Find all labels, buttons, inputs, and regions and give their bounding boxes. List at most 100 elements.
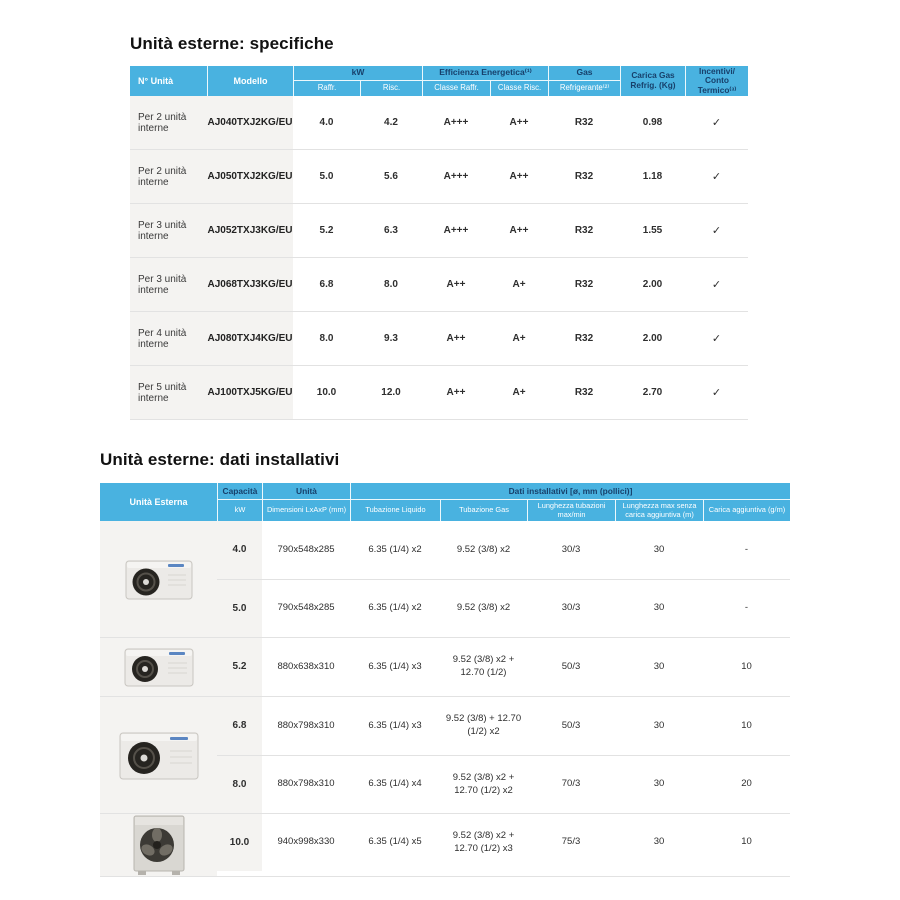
cell-carica-aggiuntiva: 20 bbox=[741, 778, 752, 790]
cell-carica-aggiuntiva: 10 bbox=[741, 719, 752, 731]
table-row: 5.2 880x638x310 6.35 (1/4) x3 9.52 (3/8)… bbox=[217, 638, 790, 696]
cell-classe-risc: A+ bbox=[512, 333, 526, 344]
cell-classe-risc: A++ bbox=[509, 225, 529, 236]
header-lunghezza-max: Lunghezza max senza carica aggiuntiva (m… bbox=[615, 500, 703, 521]
cell-raffr: 10.0 bbox=[316, 387, 337, 398]
header-modello: Modello bbox=[207, 66, 293, 96]
cell-n-unita: Per 2 unità interne bbox=[130, 150, 207, 203]
cell-raffr: 4.0 bbox=[319, 117, 334, 128]
cell-gas: R32 bbox=[574, 171, 594, 182]
cell-lunghezza-max: 30 bbox=[653, 602, 665, 614]
cell-lunghezza-tubazioni: 30/3 bbox=[561, 602, 581, 614]
outdoor-unit-photo bbox=[100, 814, 217, 876]
header-risc: Risc. bbox=[360, 81, 422, 96]
checkmark-icon: ✓ bbox=[711, 333, 722, 345]
table-row: Per 2 unità interne AJ040TXJ2KG/EU 4.0 4… bbox=[130, 96, 748, 150]
cell-lunghezza-tubazioni: 50/3 bbox=[561, 719, 581, 731]
cell-carica-aggiuntiva: - bbox=[744, 602, 749, 614]
cell-lunghezza-tubazioni: 50/3 bbox=[561, 660, 581, 672]
table-row: 4.0 790x548x285 6.35 (1/4) x2 9.52 (3/8)… bbox=[217, 521, 790, 579]
unit-group: 5.2 880x638x310 6.35 (1/4) x3 9.52 (3/8)… bbox=[100, 637, 790, 696]
header-raffr: Raffr. bbox=[293, 81, 360, 96]
cell-carica-aggiuntiva: - bbox=[744, 543, 749, 555]
header-dimensioni: Dimensioni LxAxP (mm) bbox=[262, 500, 350, 521]
cell-classe-raffr: A+++ bbox=[443, 171, 469, 182]
header-tubazione-liquido: Tubazione Liquido bbox=[350, 500, 440, 521]
table-dati-installativi: Unità Esterna Capacità kW Unità Dimensio… bbox=[100, 483, 790, 877]
checkmark-icon: ✓ bbox=[711, 387, 722, 399]
header-group-kw: kW bbox=[293, 66, 422, 81]
outdoor-unit-medium-image bbox=[119, 732, 198, 780]
header-carica-gas: Carica Gas Refrig. (Kg) bbox=[620, 66, 685, 96]
cell-tubazione-liquido: 6.35 (1/4) x3 bbox=[368, 719, 422, 731]
checkmark-icon: ✓ bbox=[711, 279, 722, 291]
outdoor-unit-small-image bbox=[125, 560, 192, 600]
cell-risc: 5.6 bbox=[384, 171, 398, 182]
header-refrigerante: Refrigerante⁽²⁾ bbox=[548, 81, 620, 96]
cell-classe-risc: A+ bbox=[512, 387, 526, 398]
cell-modello: AJ040TXJ2KG/EU bbox=[207, 96, 293, 149]
cell-lunghezza-tubazioni: 30/3 bbox=[561, 543, 581, 555]
outdoor-unit-small-image bbox=[124, 648, 193, 687]
table-row: 6.8 880x798x310 6.35 (1/4) x3 9.52 (3/8)… bbox=[217, 697, 790, 755]
header-kw: kW bbox=[217, 500, 262, 521]
cell-gas: R32 bbox=[574, 117, 594, 128]
unit-group: 10.0 940x998x330 6.35 (1/4) x5 9.52 (3/8… bbox=[100, 813, 790, 877]
table-row: Per 3 unità interne AJ068TXJ3KG/EU 6.8 8… bbox=[130, 258, 748, 312]
cell-lunghezza-max: 30 bbox=[653, 778, 665, 790]
table2-title: Unità esterne: dati installativi bbox=[100, 450, 340, 469]
cell-tubazione-liquido: 6.35 (1/4) x2 bbox=[368, 543, 422, 555]
cell-lunghezza-tubazioni: 70/3 bbox=[561, 778, 581, 790]
cell-risc: 9.3 bbox=[384, 333, 398, 344]
header-group-efficienza: Efficienza Energetica⁽¹⁾ bbox=[422, 66, 548, 81]
cell-classe-raffr: A+++ bbox=[443, 225, 469, 236]
cell-gas: R32 bbox=[574, 387, 594, 398]
cell-capacita: 8.0 bbox=[217, 756, 262, 813]
cell-classe-raffr: A++ bbox=[446, 333, 466, 344]
cell-risc: 12.0 bbox=[381, 387, 401, 398]
cell-risc: 4.2 bbox=[384, 117, 398, 128]
cell-n-unita: Per 4 unità interne bbox=[130, 312, 207, 365]
cell-gas: R32 bbox=[574, 279, 594, 290]
cell-gas: R32 bbox=[574, 333, 594, 344]
header-tubazione-gas: Tubazione Gas bbox=[440, 500, 527, 521]
cell-n-unita: Per 2 unità interne bbox=[130, 96, 207, 149]
table-row: Per 4 unità interne AJ080TXJ4KG/EU 8.0 9… bbox=[130, 312, 748, 366]
header-classe-risc: Classe Risc. bbox=[490, 81, 548, 96]
cell-dimensioni: 880x798x310 bbox=[277, 778, 335, 790]
outdoor-unit-photo bbox=[100, 638, 217, 696]
cell-modello: AJ052TXJ3KG/EU bbox=[207, 204, 293, 257]
header-group-dati-installativi: Dati installativi [ø, mm (pollici)] bbox=[350, 483, 790, 500]
table-row: 5.0 790x548x285 6.35 (1/4) x2 9.52 (3/8)… bbox=[217, 579, 790, 637]
cell-carica: 2.00 bbox=[642, 279, 663, 290]
cell-tubazione-gas: 9.52 (3/8) x2 bbox=[456, 543, 511, 555]
cell-lunghezza-max: 30 bbox=[653, 660, 665, 672]
cell-classe-risc: A++ bbox=[509, 171, 529, 182]
cell-n-unita: Per 5 unità interne bbox=[130, 366, 207, 419]
header-incentivi: Incentivi/ Conto Termico⁽³⁾ bbox=[685, 66, 748, 96]
cell-carica: 0.98 bbox=[642, 117, 663, 128]
cell-classe-raffr: A+++ bbox=[443, 117, 469, 128]
cell-capacita: 10.0 bbox=[217, 814, 262, 871]
cell-tubazione-liquido: 6.35 (1/4) x2 bbox=[368, 602, 422, 614]
cell-tubazione-gas: 9.52 (3/8) x2 bbox=[456, 602, 511, 614]
cell-tubazione-liquido: 6.35 (1/4) x4 bbox=[368, 778, 422, 790]
cell-tubazione-gas: 9.52 (3/8) x2 + 12.70 (1/2) x3 bbox=[452, 829, 515, 854]
cell-lunghezza-max: 30 bbox=[653, 719, 665, 731]
unit-group: 6.8 880x798x310 6.35 (1/4) x3 9.52 (3/8)… bbox=[100, 696, 790, 813]
cell-classe-raffr: A++ bbox=[446, 387, 466, 398]
unit-group: 4.0 790x548x285 6.35 (1/4) x2 9.52 (3/8)… bbox=[100, 521, 790, 637]
header-lunghezza-tubazioni: Lunghezza tubazioni max/min bbox=[527, 500, 615, 521]
cell-capacita: 5.2 bbox=[217, 638, 262, 696]
table-row: Per 5 unità interne AJ100TXJ5KG/EU 10.0 … bbox=[130, 366, 748, 420]
cell-carica-aggiuntiva: 10 bbox=[741, 836, 752, 848]
header-group-capacita: Capacità bbox=[217, 483, 262, 500]
outdoor-unit-photo bbox=[100, 697, 217, 813]
cell-risc: 6.3 bbox=[384, 225, 398, 236]
cell-modello: AJ050TXJ2KG/EU bbox=[207, 150, 293, 203]
cell-lunghezza-max: 30 bbox=[653, 836, 665, 848]
cell-raffr: 8.0 bbox=[319, 333, 334, 344]
cell-carica: 1.55 bbox=[642, 225, 663, 236]
cell-dimensioni: 940x998x330 bbox=[277, 836, 335, 848]
